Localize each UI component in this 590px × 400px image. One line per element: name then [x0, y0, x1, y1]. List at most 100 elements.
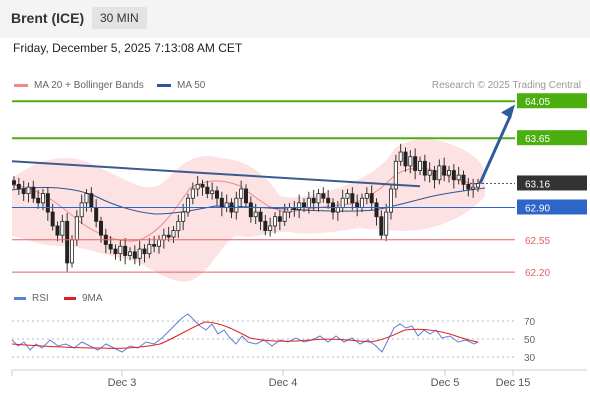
candle-body [408, 156, 413, 167]
candle-body [321, 193, 326, 199]
candle-body [156, 239, 161, 247]
legend-rsi: RSI [14, 293, 49, 304]
candle-body [185, 197, 190, 213]
candle-body [55, 225, 60, 236]
candle-body [263, 220, 268, 231]
candle-body [181, 211, 186, 222]
candle-body [359, 197, 364, 208]
candle-body [374, 202, 379, 218]
candle-body [152, 244, 157, 247]
candle-body [432, 170, 437, 181]
candle-body [171, 230, 176, 238]
candle-body [413, 156, 418, 171]
candle-body [142, 248, 147, 255]
candle-body [388, 188, 393, 213]
resistance-trendline [11, 160, 421, 188]
candle-body [161, 234, 166, 241]
rsi-level-30: 30 [524, 353, 536, 364]
candle-body [393, 160, 398, 190]
candle-body [277, 216, 282, 222]
candle-body [350, 193, 355, 204]
bollinger-band [12, 138, 485, 282]
candle-body [190, 188, 195, 199]
candle-body [234, 197, 239, 213]
candle-body [41, 193, 46, 204]
rsi-line [11, 313, 479, 353]
forecast-arrow [478, 104, 515, 185]
candle-body [200, 183, 205, 188]
candle-body [60, 220, 65, 236]
candle-body [403, 151, 408, 167]
level-label-64-05: 64.05 [525, 97, 550, 108]
legend-9ma: 9MA [64, 293, 103, 304]
candle-body [11, 180, 16, 185]
candle-body [26, 186, 31, 195]
candle-body [442, 165, 447, 176]
candle-body [36, 197, 41, 204]
candle-body [70, 239, 75, 264]
candle-body [379, 216, 384, 236]
candle-body [427, 170, 432, 176]
candle-body [456, 174, 461, 181]
candle-body [84, 193, 89, 204]
header-bar: Brent (ICE) 30 MIN [0, 0, 590, 38]
candle-body [219, 197, 224, 208]
candle-body [446, 170, 451, 176]
rsi-9ma-line [11, 321, 479, 349]
candle-body [253, 211, 258, 218]
rsi-pane: 70 50 30 [11, 313, 536, 364]
candle-body [50, 211, 55, 227]
ma9-swatch [64, 297, 76, 300]
level-box-63-65 [517, 130, 587, 146]
candle-body [369, 193, 374, 204]
candle-body [451, 170, 456, 181]
legend-9ma-label: 9MA [82, 293, 103, 304]
candle-body [205, 186, 210, 195]
candle-body [364, 193, 369, 199]
legend-ma20: MA 20 + Bollinger Bands [14, 80, 144, 91]
candle-body [422, 160, 427, 176]
candle-body [340, 197, 345, 208]
x-tick-dec4: Dec 4 [269, 377, 298, 389]
candle-body [127, 251, 132, 256]
rsi-level-70: 70 [524, 317, 536, 328]
candle-body [224, 202, 229, 208]
timeframe-badge[interactable]: 30 MIN [92, 7, 147, 29]
candle-body [123, 245, 128, 256]
candle-body [79, 202, 84, 218]
candle-body [166, 234, 171, 238]
candle-body [214, 190, 219, 199]
x-tick-dec3: Dec 3 [108, 377, 137, 389]
candle-body [243, 188, 248, 204]
candle-body [99, 220, 104, 236]
candle-body [108, 244, 113, 250]
candle-body [45, 193, 50, 213]
credit-text: Research © 2025 Trading Central [431, 80, 581, 91]
candle-body [306, 197, 311, 208]
level-box-62-90 [517, 199, 587, 215]
x-axis: Dec 3 Dec 4 Dec 5 Dec 15 [11, 369, 587, 389]
chart-datetime: Friday, December 5, 2025 7:13:08 AM CET [13, 41, 243, 55]
level-label-62-20: 62.20 [525, 268, 550, 279]
candle-body [16, 183, 21, 190]
candle-body [74, 216, 79, 241]
candle-body [326, 197, 331, 204]
candle-body [345, 193, 350, 199]
level-label-62-55: 62.55 [525, 236, 550, 247]
candle-body [316, 193, 321, 204]
ma20-line [11, 167, 481, 242]
candle-body [272, 216, 277, 227]
candle-body [384, 211, 389, 236]
legend-ma50-label: MA 50 [177, 80, 206, 91]
candle-body [471, 186, 476, 190]
candle-body [475, 183, 480, 188]
ma20-swatch [14, 84, 28, 87]
candle-body [466, 183, 471, 190]
candle-body [113, 248, 118, 255]
level-box-63-16 [517, 175, 587, 191]
level-label-63-16: 63.16 [525, 179, 550, 190]
legend-ma20-label: MA 20 + Bollinger Bands [34, 80, 144, 91]
candle-body [118, 245, 123, 255]
price-levels: 64.05 63.65 63.16 62.90 62.55 62.20 [12, 93, 587, 279]
